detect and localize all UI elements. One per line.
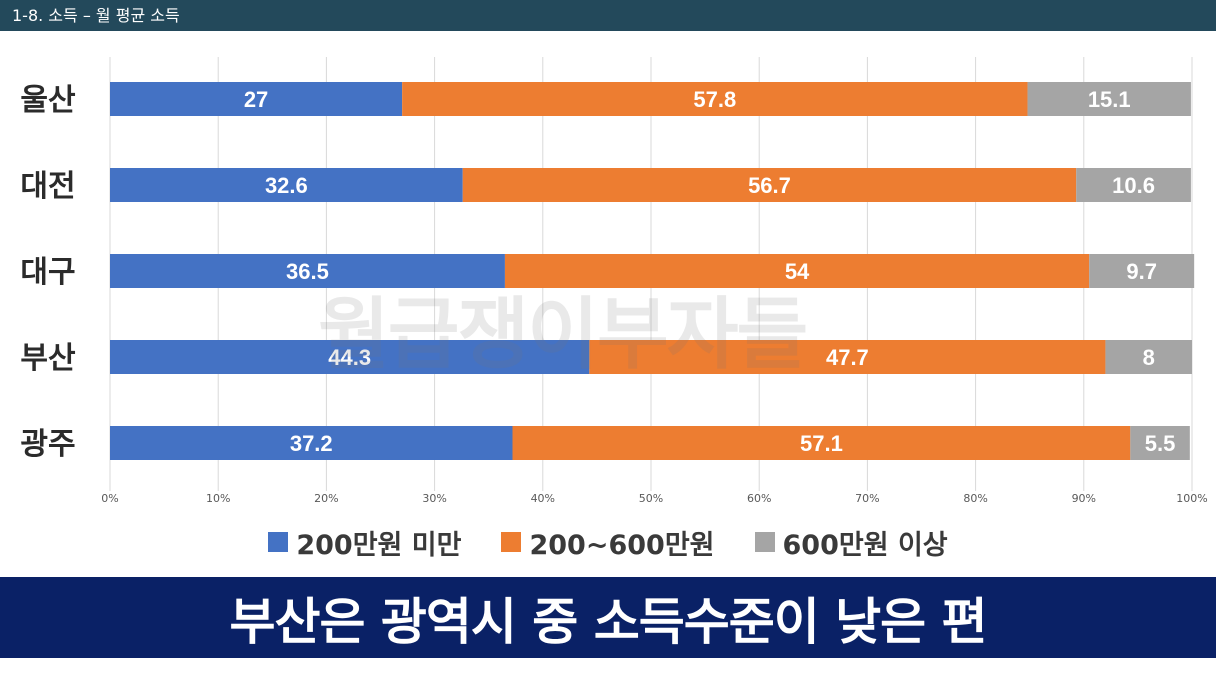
data-label: 37.2 (290, 431, 333, 456)
data-label: 9.7 (1126, 259, 1157, 284)
legend-item: 600만원 이상 (754, 523, 948, 562)
bar-segment (462, 168, 1077, 202)
data-label: 27 (244, 87, 268, 112)
legend-item: 200~600만원 (501, 523, 715, 562)
caption-text: 부산은 광역시 중 소득수준이 낮은 편 (229, 592, 987, 651)
legend-label: 600만원 이상 (782, 529, 948, 561)
category-label: 대전 (20, 169, 75, 204)
data-label: 5.5 (1145, 431, 1176, 456)
data-label: 47.7 (826, 345, 869, 370)
category-label: 대구 (20, 255, 75, 290)
data-label: 56.7 (748, 173, 791, 198)
x-tick-label: 100% (1176, 492, 1207, 505)
bar-segment (1076, 168, 1191, 202)
legend-label: 200~600만원 (529, 529, 715, 561)
data-label: 8 (1143, 345, 1155, 370)
legend-item: 200만원 미만 (268, 523, 461, 562)
bar-segment (110, 340, 590, 374)
x-tick-label: 70% (855, 492, 879, 505)
stacked-bar-chart: 27 57.8 15.1 32.6 56.7 10.6 36.5 54 9.7 44.3 47.7 8… (20, 57, 1208, 505)
bar-segment (1130, 426, 1190, 460)
data-label: 57.8 (693, 87, 736, 112)
x-tick-label: 90% (1072, 492, 1096, 505)
data-label: 32.6 (265, 173, 308, 198)
bar-segment (1089, 254, 1195, 288)
chart-x-ticks: 0% 10% 20% 30% 40% 50% 60% 70% 80% 90% 100% (101, 492, 1207, 505)
chart-labels: 27 57.8 15.1 32.6 56.7 10.6 36.5 54 9.7 44.3 47.7 8… (244, 87, 1176, 456)
data-label: 10.6 (1112, 173, 1155, 198)
legend-swatch (501, 532, 522, 552)
x-tick-label: 40% (531, 492, 555, 505)
bar-segment (1105, 340, 1192, 374)
data-label: 15.1 (1088, 87, 1131, 112)
x-tick-label: 0% (101, 492, 118, 505)
x-tick-label: 20% (314, 492, 338, 505)
x-tick-label: 50% (639, 492, 663, 505)
chart-bars (110, 82, 1195, 460)
category-label: 울산 (20, 83, 76, 118)
category-label: 광주 (20, 427, 75, 462)
category-label: 부산 (20, 341, 76, 376)
caption-banner: 부산은 광역시 중 소득수준이 낮은 편 (0, 577, 1216, 658)
x-tick-label: 30% (422, 492, 446, 505)
bar-segment (110, 254, 505, 288)
data-label: 44.3 (328, 345, 371, 370)
x-tick-label: 60% (747, 492, 771, 505)
legend-swatch (268, 532, 289, 552)
x-tick-label: 10% (206, 492, 230, 505)
chart-legend: 200만원 미만 200~600만원 600만원 이상 (0, 521, 1216, 563)
legend-label: 200만원 미만 (296, 529, 462, 561)
bar-segment (402, 82, 1028, 116)
data-label: 57.1 (800, 431, 843, 456)
bar-segment (589, 340, 1106, 374)
bar-segment (504, 254, 1090, 288)
page-title: 1-8. 소득 – 월 평균 소득 (12, 6, 180, 25)
x-tick-label: 80% (963, 492, 987, 505)
bar-segment (110, 168, 463, 202)
bar-segment (1027, 82, 1191, 116)
bar-segment (110, 82, 403, 116)
legend-swatch (754, 532, 775, 552)
data-label: 54 (785, 259, 810, 284)
bar-segment (110, 426, 513, 460)
header-bar: 1-8. 소득 – 월 평균 소득 (0, 0, 1216, 31)
bar-segment (512, 426, 1131, 460)
data-label: 36.5 (286, 259, 329, 284)
